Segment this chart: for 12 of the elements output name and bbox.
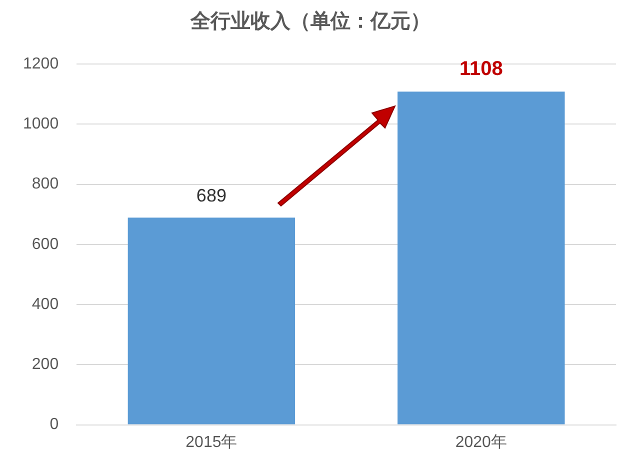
x-tick-label: 2015年 [186, 434, 238, 451]
y-tick-label: 200 [32, 356, 59, 374]
chart-title: 全行业收入（单位：亿元） [190, 10, 430, 33]
x-tick-label: 2020年 [455, 434, 507, 451]
annotation: 1108 [459, 58, 503, 80]
y-tick-label: 1200 [23, 55, 59, 72]
y-tick-label: 800 [32, 176, 59, 193]
data-label: 689 [196, 186, 226, 206]
y-tick-label: 1000 [23, 116, 59, 133]
y-tick-label: 600 [32, 236, 59, 253]
y-tick-label: 0 [50, 416, 59, 434]
y-tick-label: 400 [32, 296, 59, 313]
